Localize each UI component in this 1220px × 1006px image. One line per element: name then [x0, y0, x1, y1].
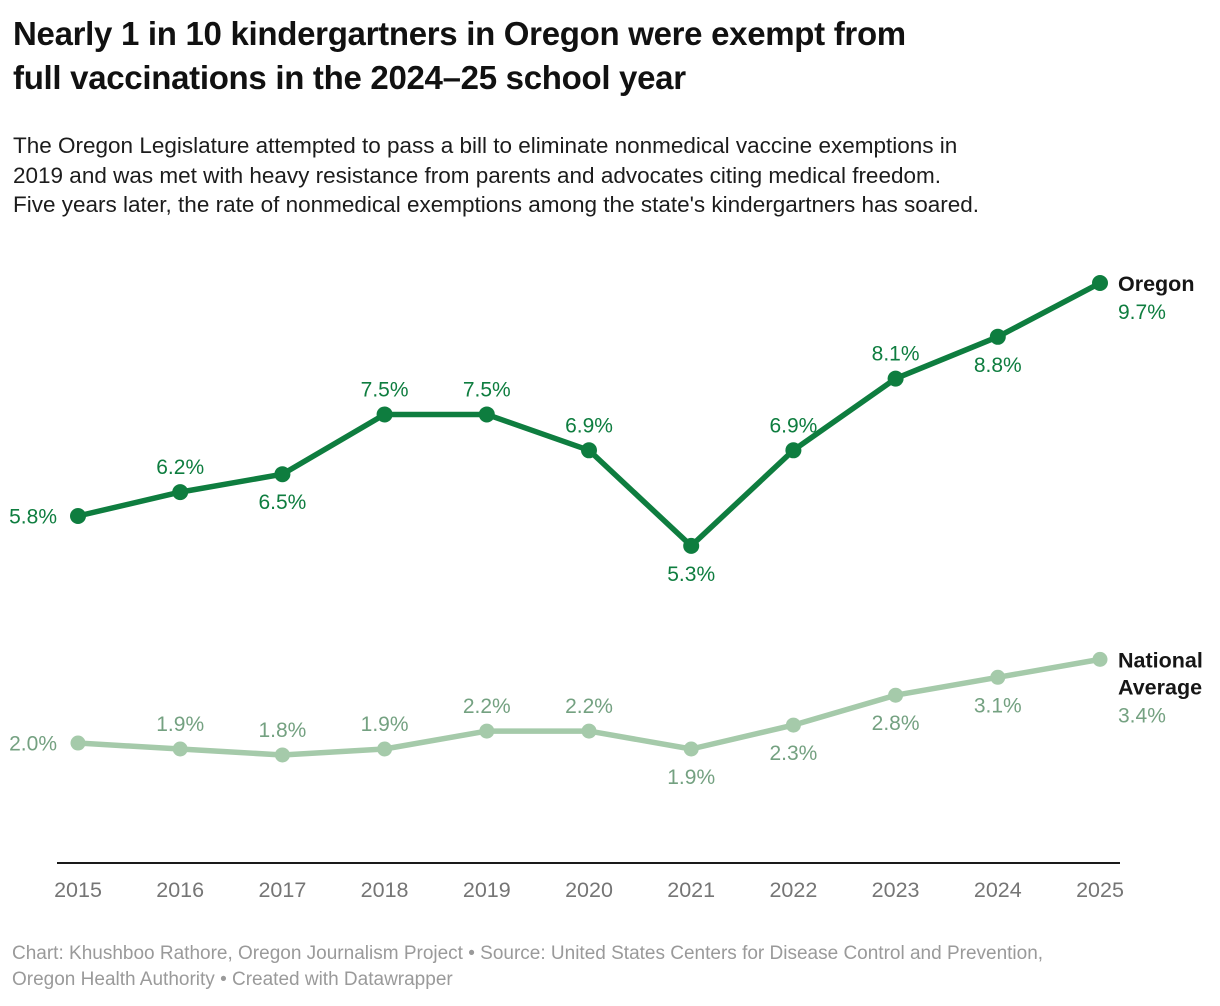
subtitle-line-2: 2019 and was met with heavy resistance f…: [13, 162, 941, 188]
national-average-value-label: 2.2%: [565, 695, 613, 718]
x-axis-tick-label: 2023: [872, 878, 920, 902]
x-axis-tick-label: 2017: [258, 878, 306, 902]
national-average-value-label: 1.9%: [156, 713, 204, 736]
title-line-2: full vaccinations in the 2024–25 school …: [13, 59, 686, 96]
oregon-value-label: 6.2%: [156, 456, 204, 479]
oregon-data-point: [581, 442, 597, 459]
x-axis-tick-label: 2019: [463, 878, 511, 902]
oregon-value-label: 8.8%: [974, 354, 1022, 377]
x-axis-tick-label: 2020: [565, 878, 613, 902]
title-line-1: Nearly 1 in 10 kindergartners in Oregon …: [13, 15, 906, 52]
oregon-value-label: 5.8%: [9, 506, 57, 529]
national-average-data-point: [888, 687, 904, 703]
national-average-data-point: [479, 723, 495, 739]
national-average-data-point: [581, 723, 597, 739]
national-average-value-label: 1.9%: [667, 766, 715, 789]
x-axis-tick-label: 2021: [667, 878, 715, 902]
credit-line-2: Oregon Health Authority • Created with D…: [12, 969, 453, 990]
national-average-end-value-label: 3.4%: [1118, 704, 1166, 727]
oregon-value-label: 6.9%: [565, 414, 613, 437]
national-average-series-label: National: [1118, 648, 1203, 672]
credit-line-1: Chart: Khushboo Rathore, Oregon Journali…: [12, 943, 1044, 964]
oregon-data-point: [70, 508, 86, 525]
national-average-value-label: 2.8%: [872, 712, 920, 735]
x-axis-tick-label: 2025: [1076, 878, 1124, 902]
oregon-value-label: 6.5%: [258, 491, 306, 514]
national-average-value-label: 3.1%: [974, 694, 1022, 717]
x-axis-tick-label: 2022: [769, 878, 817, 902]
oregon-data-point: [376, 406, 393, 423]
subtitle-line-1: The Oregon Legislature attempted to pass…: [13, 133, 958, 158]
x-axis-tick-label: 2015: [54, 878, 102, 902]
oregon-series-label: Oregon: [1118, 272, 1194, 296]
national-average-value-label: 2.0%: [9, 733, 57, 756]
x-axis-tick-label: 2018: [361, 878, 409, 902]
x-axis-tick-label: 2024: [974, 878, 1022, 902]
national-average-data-point: [990, 669, 1006, 685]
national-average-data-point: [70, 735, 86, 751]
x-axis-tick-label: 2016: [156, 878, 204, 902]
oregon-value-label: 5.3%: [667, 563, 715, 586]
chart-credit: Chart: Khushboo Rathore, Oregon Journali…: [12, 941, 1212, 993]
national-average-value-label: 2.2%: [463, 695, 511, 718]
national-average-data-point: [785, 717, 801, 733]
oregon-data-point: [989, 328, 1006, 345]
national-average-series-label: Average: [1118, 675, 1202, 699]
national-average-data-point: [377, 741, 393, 757]
national-average-value-label: 1.9%: [361, 713, 409, 736]
oregon-data-point: [1092, 275, 1108, 292]
oregon-value-label: 7.5%: [463, 378, 511, 401]
oregon-data-point: [887, 370, 904, 387]
national-average-data-point: [1092, 651, 1108, 667]
national-average-value-label: 2.3%: [769, 742, 817, 765]
oregon-data-point: [274, 466, 291, 483]
subtitle-line-3: Five years later, the rate of nonmedical…: [13, 192, 980, 217]
oregon-data-point: [478, 406, 495, 423]
oregon-data-point: [785, 442, 802, 459]
page-title: Nearly 1 in 10 kindergartners in Oregon …: [13, 12, 1183, 100]
oregon-value-label: 7.5%: [361, 378, 409, 401]
oregon-value-label: 8.1%: [872, 343, 920, 366]
national-average-value-label: 1.8%: [258, 719, 306, 742]
oregon-value-label: 6.9%: [769, 414, 817, 437]
chart-description: The Oregon Legislature attempted to pass…: [13, 131, 1218, 220]
national-average-data-point: [683, 741, 699, 757]
national-average-data-point: [274, 747, 290, 763]
oregon-end-value-label: 9.7%: [1118, 301, 1166, 324]
oregon-data-point: [683, 537, 700, 554]
national-average-data-point: [172, 741, 188, 757]
oregon-data-point: [172, 484, 189, 501]
